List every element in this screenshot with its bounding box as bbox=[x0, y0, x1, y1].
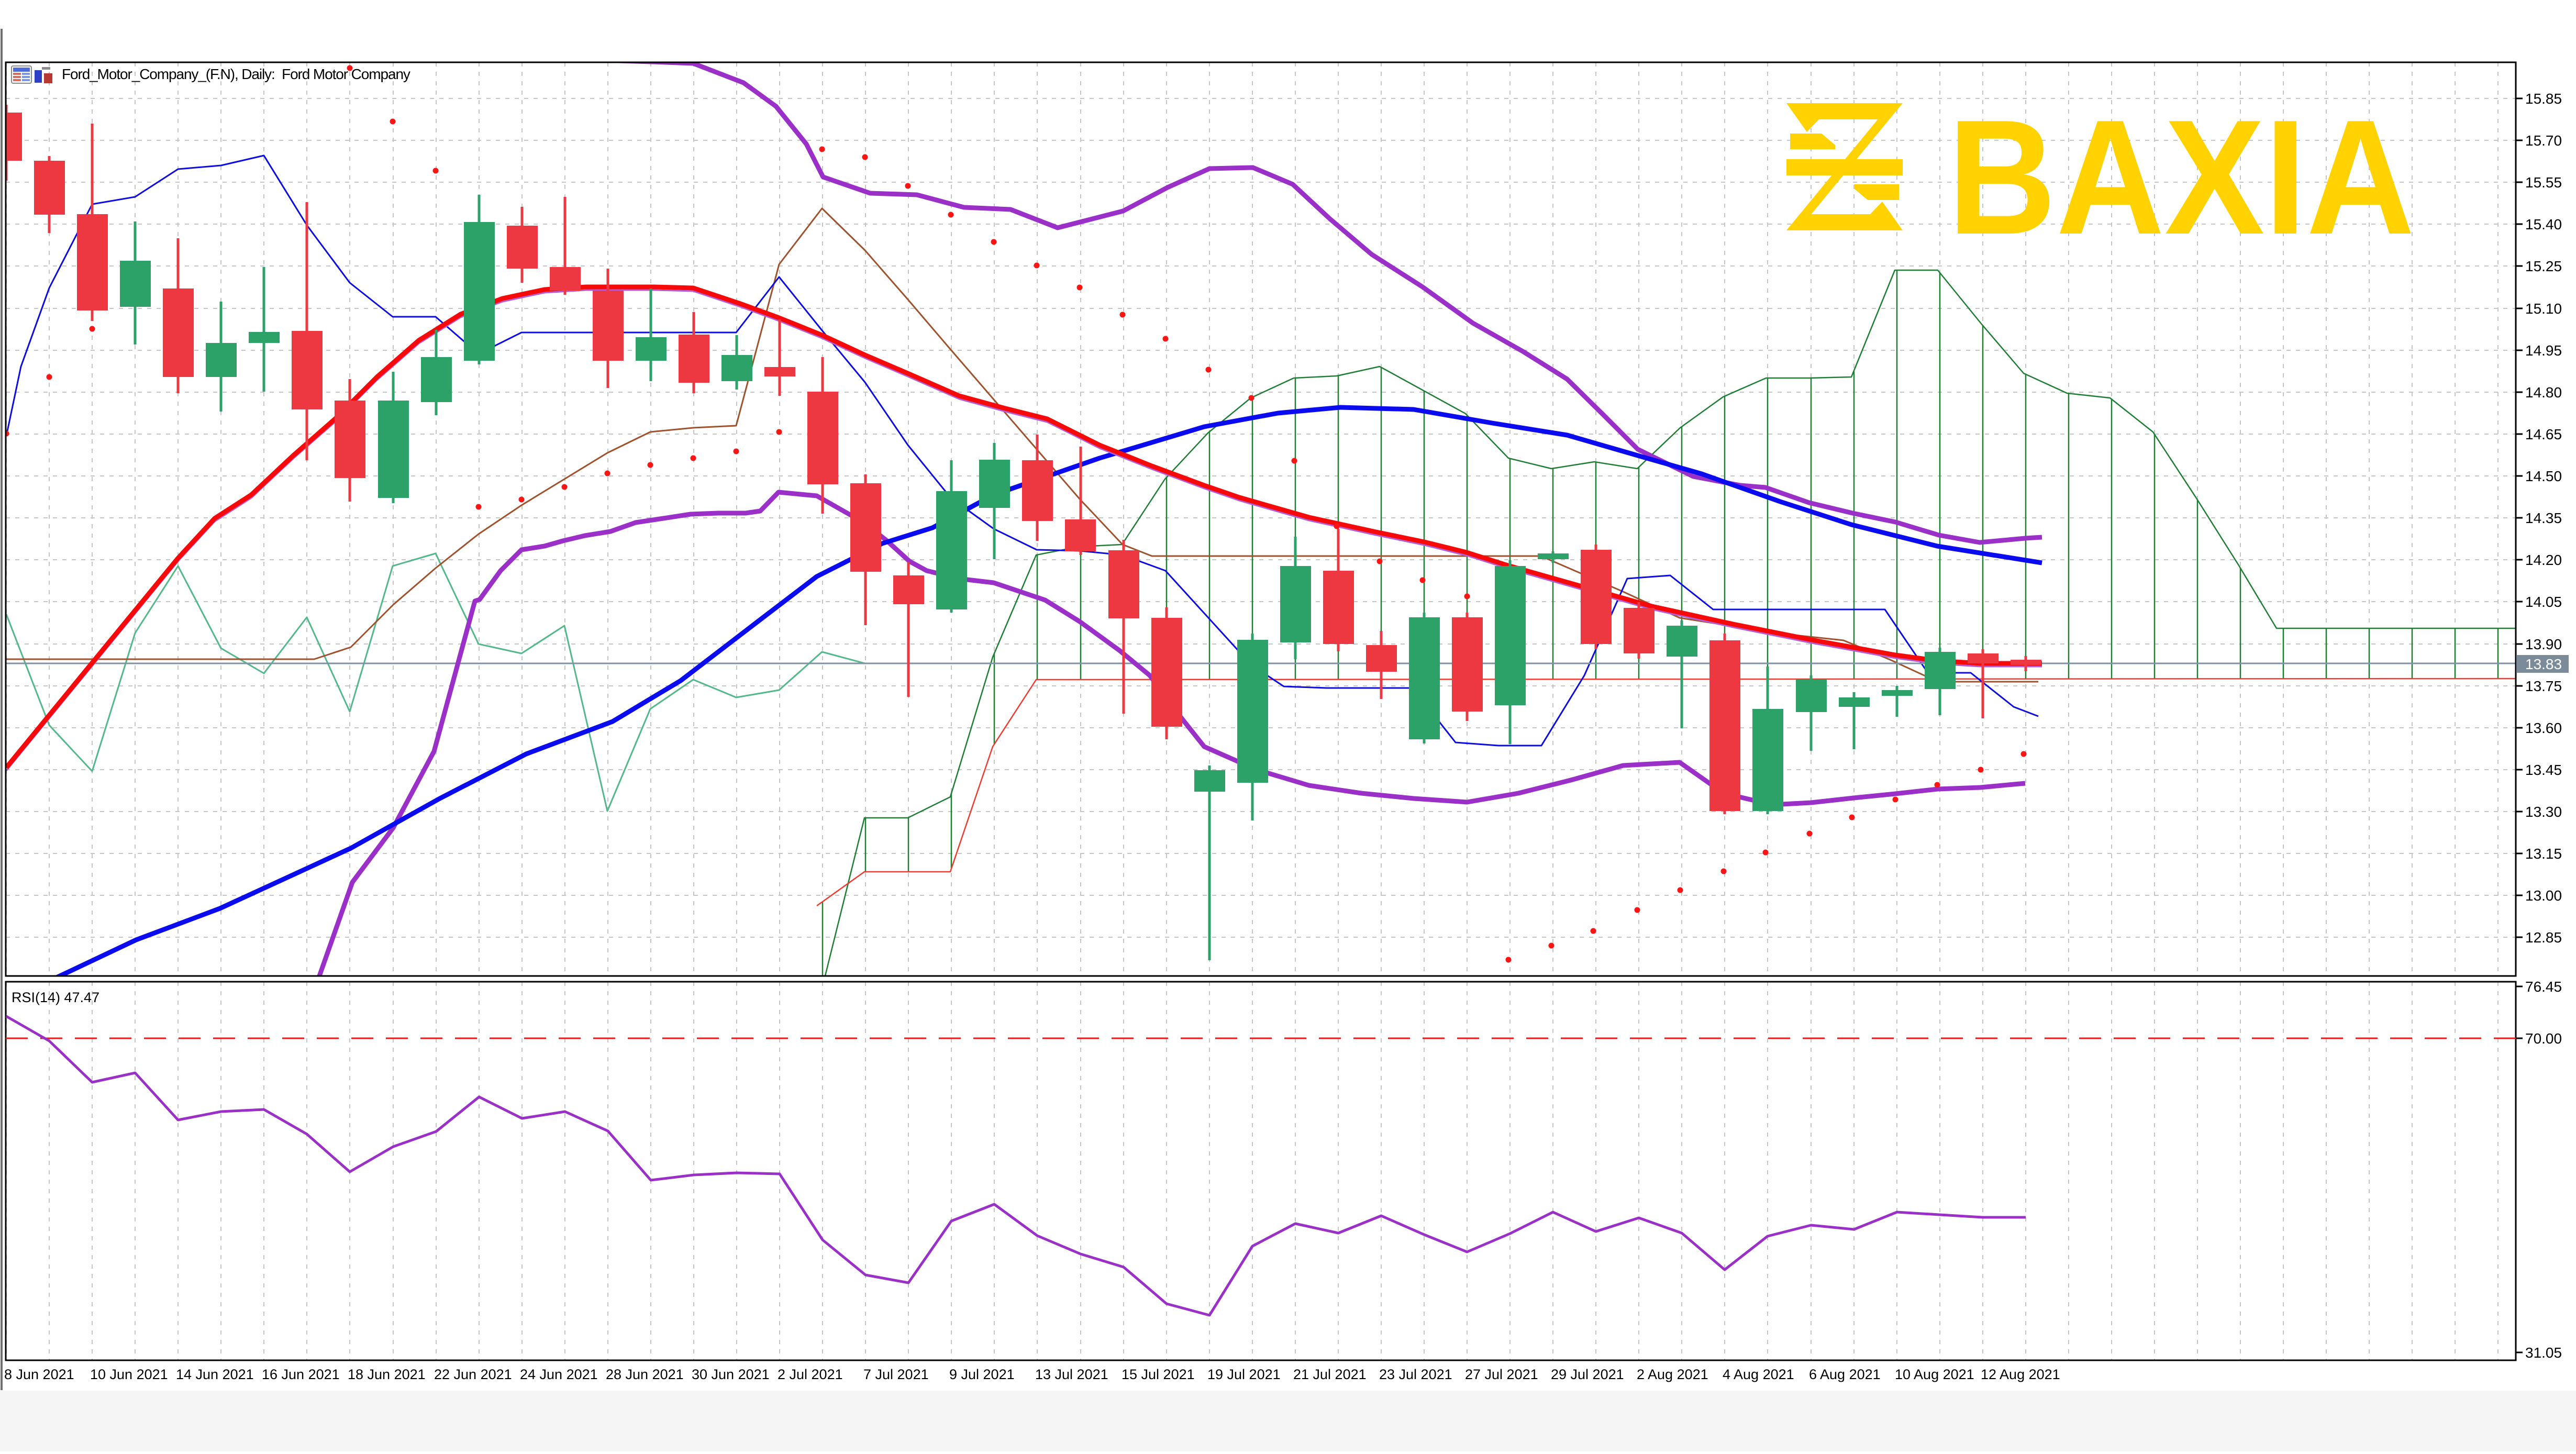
svg-text:7 Jul 2021: 7 Jul 2021 bbox=[863, 1367, 929, 1382]
svg-text:28 Jun 2021: 28 Jun 2021 bbox=[606, 1367, 684, 1382]
svg-text:14.95: 14.95 bbox=[2525, 342, 2562, 359]
svg-text:15.25: 15.25 bbox=[2525, 258, 2562, 274]
svg-text:14.05: 14.05 bbox=[2525, 594, 2562, 610]
svg-text:14 Jun 2021: 14 Jun 2021 bbox=[176, 1367, 254, 1382]
svg-text:4 Aug 2021: 4 Aug 2021 bbox=[1723, 1367, 1794, 1382]
svg-text:13 Jul 2021: 13 Jul 2021 bbox=[1035, 1367, 1108, 1382]
svg-text:13.75: 13.75 bbox=[2525, 678, 2562, 694]
svg-text:10 Aug 2021: 10 Aug 2021 bbox=[1895, 1367, 1974, 1382]
svg-text:13.60: 13.60 bbox=[2525, 720, 2562, 736]
svg-text:13.30: 13.30 bbox=[2525, 804, 2562, 820]
svg-text:27 Jul 2021: 27 Jul 2021 bbox=[1465, 1367, 1538, 1382]
svg-text:Ford_Motor_Company_(F.N), Dail: Ford_Motor_Company_(F.N), Daily: Ford Mo… bbox=[62, 66, 410, 82]
svg-text:9 Jul 2021: 9 Jul 2021 bbox=[949, 1367, 1015, 1382]
svg-text:13.00: 13.00 bbox=[2525, 887, 2562, 904]
svg-text:15.40: 15.40 bbox=[2525, 216, 2562, 232]
svg-text:13.90: 13.90 bbox=[2525, 636, 2562, 652]
svg-text:18 Jun 2021: 18 Jun 2021 bbox=[348, 1367, 426, 1382]
svg-text:21 Jul 2021: 21 Jul 2021 bbox=[1293, 1367, 1367, 1382]
svg-text:14.35: 14.35 bbox=[2525, 510, 2562, 526]
svg-text:BAXIA: BAXIA bbox=[1948, 86, 2415, 269]
svg-text:14.80: 14.80 bbox=[2525, 384, 2562, 401]
svg-text:6 Aug 2021: 6 Aug 2021 bbox=[1809, 1367, 1881, 1382]
svg-text:15.70: 15.70 bbox=[2525, 132, 2562, 149]
svg-text:19 Jul 2021: 19 Jul 2021 bbox=[1207, 1367, 1281, 1382]
svg-text:24 Jun 2021: 24 Jun 2021 bbox=[520, 1367, 598, 1382]
svg-text:13.83: 13.83 bbox=[2525, 656, 2562, 672]
svg-text:2 Jul 2021: 2 Jul 2021 bbox=[778, 1367, 843, 1382]
svg-text:2 Aug 2021: 2 Aug 2021 bbox=[1637, 1367, 1708, 1382]
svg-text:15.55: 15.55 bbox=[2525, 174, 2562, 191]
svg-text:14.65: 14.65 bbox=[2525, 426, 2562, 442]
svg-text:12 Aug 2021: 12 Aug 2021 bbox=[1981, 1367, 2060, 1382]
svg-text:15.85: 15.85 bbox=[2525, 91, 2562, 107]
svg-text:29 Jul 2021: 29 Jul 2021 bbox=[1551, 1367, 1624, 1382]
svg-text:30 Jun 2021: 30 Jun 2021 bbox=[692, 1367, 770, 1382]
svg-text:12.85: 12.85 bbox=[2525, 929, 2562, 946]
svg-text:8 Jun 2021: 8 Jun 2021 bbox=[4, 1367, 74, 1382]
svg-text:RSI(14) 47.47: RSI(14) 47.47 bbox=[12, 990, 99, 1005]
svg-text:13.15: 13.15 bbox=[2525, 846, 2562, 862]
svg-text:31.05: 31.05 bbox=[2525, 1345, 2562, 1361]
svg-text:10 Jun 2021: 10 Jun 2021 bbox=[90, 1367, 168, 1382]
svg-text:76.45: 76.45 bbox=[2525, 979, 2562, 995]
svg-text:14.50: 14.50 bbox=[2525, 468, 2562, 484]
svg-text:16 Jun 2021: 16 Jun 2021 bbox=[262, 1367, 340, 1382]
svg-text:22 Jun 2021: 22 Jun 2021 bbox=[434, 1367, 512, 1382]
svg-text:15.10: 15.10 bbox=[2525, 301, 2562, 317]
svg-text:23 Jul 2021: 23 Jul 2021 bbox=[1379, 1367, 1452, 1382]
svg-text:15 Jul 2021: 15 Jul 2021 bbox=[1122, 1367, 1195, 1382]
svg-text:14.20: 14.20 bbox=[2525, 552, 2562, 568]
svg-text:70.00: 70.00 bbox=[2525, 1030, 2562, 1047]
svg-text:13.45: 13.45 bbox=[2525, 762, 2562, 778]
